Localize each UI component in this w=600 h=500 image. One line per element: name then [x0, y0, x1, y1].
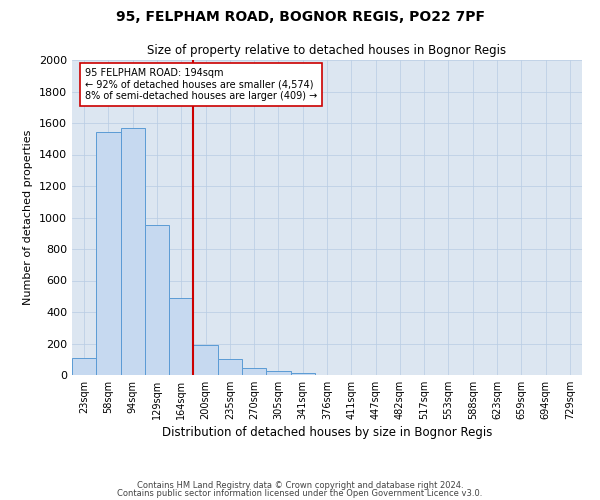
Y-axis label: Number of detached properties: Number of detached properties [23, 130, 34, 305]
Bar [96, 132, 121, 375]
Title: Size of property relative to detached houses in Bognor Regis: Size of property relative to detached ho… [148, 44, 506, 58]
Text: 95, FELPHAM ROAD, BOGNOR REGIS, PO22 7PF: 95, FELPHAM ROAD, BOGNOR REGIS, PO22 7PF [115, 10, 485, 24]
Bar [290, 372, 315, 375]
Bar [145, 226, 169, 375]
Text: Contains public sector information licensed under the Open Government Licence v3: Contains public sector information licen… [118, 488, 482, 498]
Bar [121, 128, 145, 375]
Bar [72, 358, 96, 375]
Bar [242, 368, 266, 375]
Bar [193, 345, 218, 375]
X-axis label: Distribution of detached houses by size in Bognor Regis: Distribution of detached houses by size … [162, 426, 492, 439]
Text: Contains HM Land Registry data © Crown copyright and database right 2024.: Contains HM Land Registry data © Crown c… [137, 481, 463, 490]
Bar [218, 359, 242, 375]
Text: 95 FELPHAM ROAD: 194sqm
← 92% of detached houses are smaller (4,574)
8% of semi-: 95 FELPHAM ROAD: 194sqm ← 92% of detache… [85, 68, 317, 101]
Bar [169, 298, 193, 375]
Bar [266, 371, 290, 375]
